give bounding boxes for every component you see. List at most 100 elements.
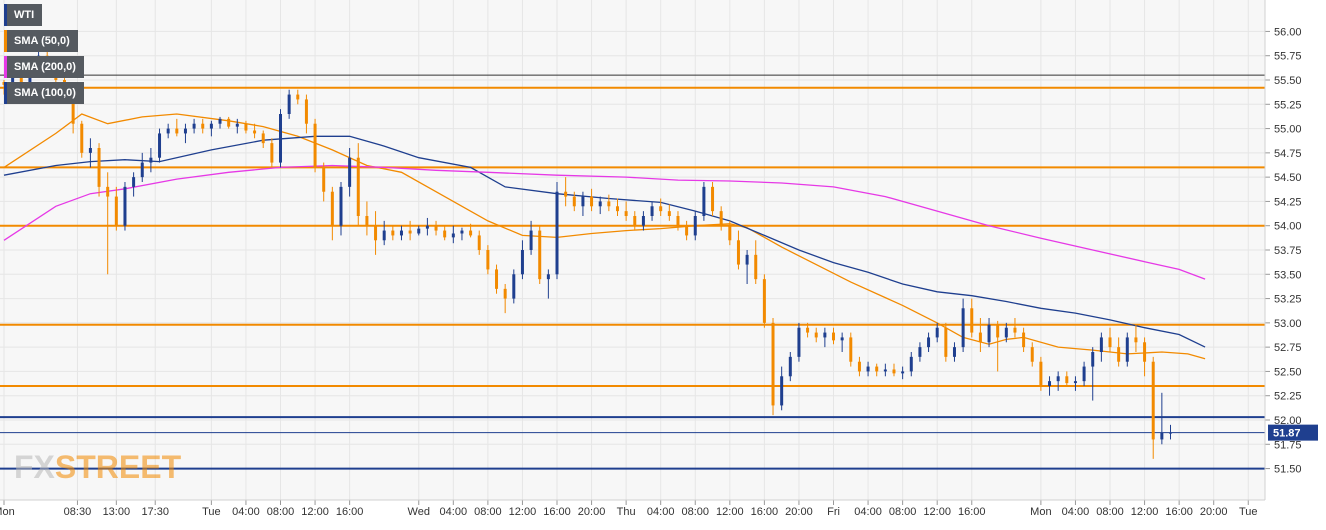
- legend-item-sma-50[interactable]: SMA (50,0): [4, 30, 78, 52]
- candle-body: [832, 332, 836, 341]
- candle: [1056, 371, 1060, 391]
- candle-body: [348, 157, 352, 187]
- candle-body: [503, 288, 507, 299]
- x-tick-label: 08:00: [474, 506, 502, 518]
- y-tick-label: 56.00: [1274, 26, 1302, 38]
- x-tick-label: 08:00: [681, 506, 709, 518]
- y-tick-label: 53.25: [1274, 294, 1302, 306]
- candle: [1048, 376, 1052, 396]
- legend-item-wti[interactable]: WTI: [4, 4, 43, 26]
- x-tick-label: 12:00: [923, 506, 951, 518]
- candle-body: [469, 230, 473, 236]
- candle-body: [901, 371, 905, 374]
- candle-body: [313, 123, 317, 168]
- candle: [909, 352, 913, 377]
- candle: [1134, 324, 1138, 352]
- last-price-tag: 51.87: [1268, 424, 1318, 441]
- candle: [391, 225, 395, 241]
- candle: [1082, 361, 1086, 386]
- candle-body: [1168, 432, 1172, 434]
- candle: [685, 220, 689, 241]
- candle-body: [564, 191, 568, 197]
- candle: [374, 211, 378, 255]
- candle: [339, 182, 343, 236]
- candle-body: [918, 347, 922, 357]
- candle-body: [227, 118, 231, 127]
- y-tick-label: 52.75: [1274, 342, 1302, 354]
- candle: [1160, 392, 1164, 445]
- candle-body: [1039, 361, 1043, 386]
- candle: [624, 201, 628, 221]
- candle: [192, 118, 196, 134]
- candle-body: [788, 356, 792, 377]
- candle: [935, 322, 939, 343]
- watermark: FXSTREET: [14, 449, 182, 485]
- horizontal-levels: [0, 74, 1265, 470]
- candle: [780, 366, 784, 411]
- candle: [1039, 356, 1043, 391]
- legend-swatch: [4, 4, 7, 26]
- candle: [659, 198, 663, 216]
- candle-body: [667, 211, 671, 216]
- candle-body: [1091, 352, 1095, 367]
- candle-body: [114, 196, 118, 226]
- candle-body: [970, 308, 974, 333]
- candle: [572, 191, 576, 212]
- legend-item-sma-200[interactable]: SMA (200,0): [4, 56, 84, 78]
- candle-body: [460, 230, 464, 234]
- candle-body: [590, 196, 594, 207]
- candle: [244, 120, 248, 134]
- candle: [356, 143, 360, 226]
- y-tick-label: 53.00: [1274, 318, 1302, 330]
- candle-body: [572, 196, 576, 207]
- candle: [840, 332, 844, 352]
- candle: [762, 274, 766, 328]
- candle-body: [486, 250, 490, 270]
- candle-body: [987, 324, 991, 343]
- candle: [1125, 332, 1129, 367]
- x-tick-label: Thu: [617, 506, 636, 518]
- y-tick-label: 55.75: [1274, 51, 1302, 63]
- y-tick-label: 51.75: [1274, 439, 1302, 451]
- candle: [88, 138, 92, 168]
- candle: [944, 322, 948, 362]
- candle: [918, 342, 922, 362]
- sma-line: [3, 135, 1206, 348]
- legend-swatch: [4, 82, 7, 104]
- candle-body: [762, 279, 766, 323]
- candle: [469, 223, 473, 238]
- y-tick-label: 54.50: [1274, 172, 1302, 184]
- y-tick-label: 52.00: [1274, 415, 1302, 427]
- legend-item-sma-100[interactable]: SMA (100,0): [4, 82, 84, 104]
- candle: [417, 225, 421, 236]
- candle-body: [132, 177, 136, 187]
- candle: [538, 225, 542, 284]
- candle: [451, 225, 455, 244]
- candle: [1091, 347, 1095, 401]
- candle-body: [209, 123, 213, 129]
- y-tick-label: 52.50: [1274, 366, 1302, 378]
- candle-body: [391, 230, 395, 236]
- candle: [408, 220, 412, 241]
- candle: [1151, 356, 1155, 459]
- candle: [123, 182, 127, 231]
- candle: [529, 220, 533, 255]
- candle-body: [408, 230, 412, 234]
- x-tick-label: 08:00: [267, 506, 295, 518]
- y-tick-label: 55.50: [1274, 75, 1302, 87]
- y-tick-label: 54.75: [1274, 148, 1302, 160]
- candle-body: [201, 123, 205, 129]
- candle-body: [702, 186, 706, 216]
- y-tick-label: 53.75: [1274, 245, 1302, 257]
- y-tick-label: 53.50: [1274, 269, 1302, 281]
- x-tick-label: 12:00: [301, 506, 329, 518]
- candle-body: [598, 201, 602, 207]
- legend-label: WTI: [14, 9, 35, 21]
- candle: [693, 211, 697, 241]
- candle-body: [1073, 381, 1077, 384]
- candle: [892, 363, 896, 377]
- axes: 56.00 55.75 55.50 55.25 55.00 54.75 54.50 54.25…: [0, 0, 1302, 518]
- candle-body: [88, 148, 92, 153]
- candle-body: [218, 118, 222, 124]
- candle: [1143, 337, 1147, 377]
